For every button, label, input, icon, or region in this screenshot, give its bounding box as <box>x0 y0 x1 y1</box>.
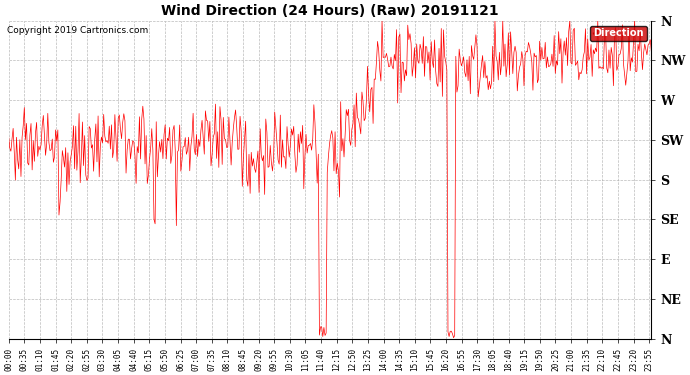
Text: Copyright 2019 Cartronics.com: Copyright 2019 Cartronics.com <box>7 26 148 35</box>
Legend: Direction: Direction <box>590 26 647 41</box>
Title: Wind Direction (24 Hours) (Raw) 20191121: Wind Direction (24 Hours) (Raw) 20191121 <box>161 4 499 18</box>
